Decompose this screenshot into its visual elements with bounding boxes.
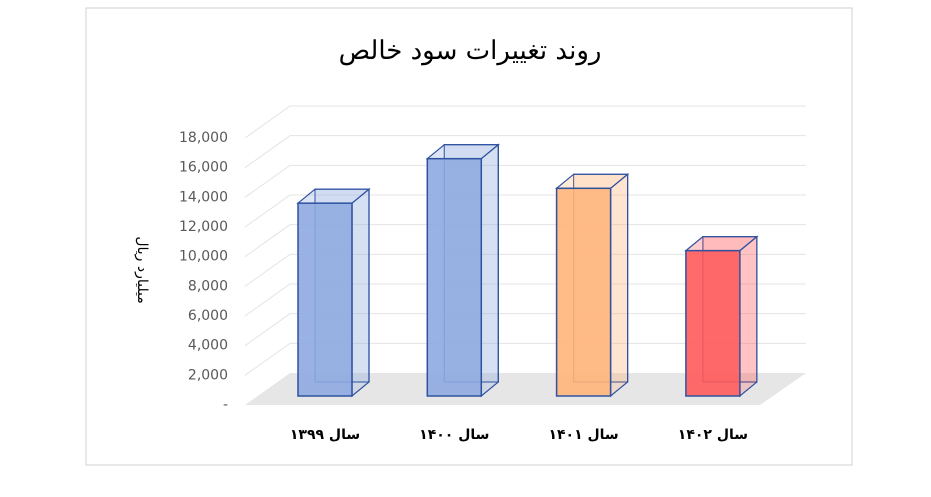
grid-line — [244, 313, 806, 347]
grid-line — [244, 224, 806, 258]
y-tick-label: 12,000 — [179, 219, 228, 235]
grid-line — [244, 342, 806, 376]
y-tick-label: 14,000 — [179, 189, 228, 205]
y-tick-label: 4,000 — [188, 338, 228, 354]
bar-side — [351, 187, 370, 398]
bar — [426, 157, 483, 397]
x-tick-label: سال ۱۴۰۲ — [678, 427, 748, 443]
grid-line — [244, 283, 806, 317]
y-tick-label: 6,000 — [188, 308, 228, 324]
grid-line — [244, 194, 806, 228]
bar-side — [739, 235, 758, 398]
y-tick-label: 8,000 — [188, 278, 228, 294]
bar-side — [480, 143, 499, 398]
grid-line — [244, 105, 806, 139]
bar — [555, 187, 612, 397]
y-tick-label: 16,000 — [179, 160, 228, 176]
x-tick-label: سال ۱۴۰۰ — [419, 427, 489, 443]
bar — [685, 249, 741, 397]
y-tick-label: 18,000 — [179, 130, 228, 146]
x-tick-label: سال ۱۴۰۱ — [548, 427, 618, 443]
grid-line — [244, 253, 806, 287]
x-tick-label: سال ۱۳۹۹ — [290, 427, 360, 443]
grid-line — [244, 164, 806, 198]
y-axis-label: میلیارد ریال — [134, 236, 150, 303]
y-tick-label: 10,000 — [179, 249, 228, 265]
y-tick-label: 2,000 — [188, 367, 228, 383]
chart-title: روند تغییرات سود خالص — [339, 36, 602, 66]
bar — [297, 202, 353, 397]
floor — [245, 373, 806, 405]
bar-side — [609, 173, 629, 398]
y-tick-label: - — [223, 397, 228, 413]
grid-line — [244, 135, 806, 169]
